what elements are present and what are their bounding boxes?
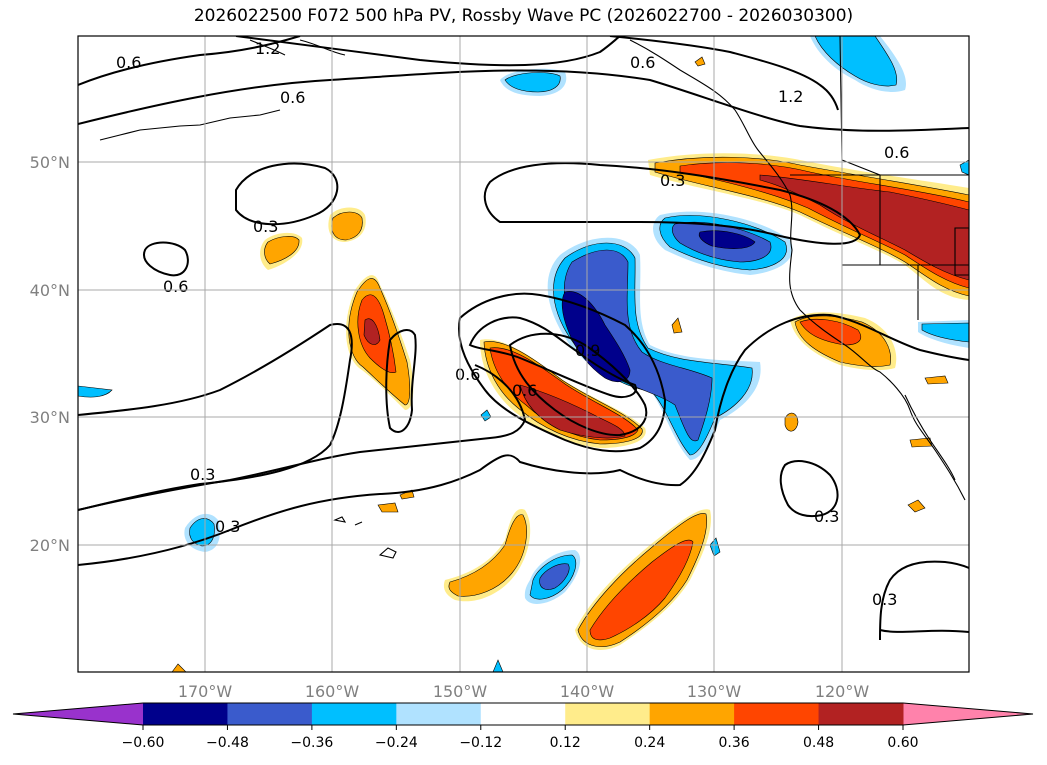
coastline-layer [99, 36, 969, 559]
lat-tick-label: 40°N [30, 281, 70, 300]
map-frame [77, 35, 970, 673]
colorbar-label: −0.48 [206, 735, 249, 751]
colorbar-segment [734, 703, 820, 725]
colorbar: −0.60 −0.48 −0.36 −0.24 −0.12 0.12 0.24 0.36 0.4… [12, 702, 1034, 751]
colorbar-label: 0.36 [719, 735, 750, 751]
longitude-ticks: 170°W 160°W 150°W 140°W 130°W 120°W [178, 682, 870, 701]
lat-tick-label: 30°N [30, 408, 70, 427]
contour-label: 0.6 [280, 88, 305, 107]
contour-label: 0.3 [215, 517, 240, 536]
colorbar-segment [396, 703, 482, 725]
lon-tick-label: 140°W [560, 682, 615, 701]
lon-tick-label: 120°W [815, 682, 870, 701]
shaded-anomaly-layer [78, 36, 969, 672]
contour-label: 0.3 [190, 465, 215, 484]
colorbar-segment [818, 703, 904, 725]
colorbar-label: 0.12 [550, 735, 581, 751]
gridlines [78, 36, 969, 672]
contour-label: 0.6 [512, 381, 537, 400]
colorbar-segment [143, 703, 228, 725]
contour-labels: 0.6 1.2 0.6 1.2 0.6 0.3 0.6 0.3 0.6 0.9 … [116, 39, 909, 609]
colorbar-extend-low [13, 703, 143, 725]
lon-tick-label: 150°W [433, 682, 488, 701]
map-title: 2026022500 F072 500 hPa PV, Rossby Wave … [193, 6, 854, 26]
colorbar-segment [649, 703, 735, 725]
contour-label: 1.2 [255, 39, 280, 58]
colorbar-label: −0.60 [122, 735, 165, 751]
contour-label: 0.6 [884, 143, 909, 162]
colorbar-segment [565, 703, 651, 725]
lat-tick-label: 20°N [30, 536, 70, 555]
contour-label: 0.3 [253, 217, 278, 236]
colorbar-label: −0.36 [290, 735, 333, 751]
contour-label: 0.6 [163, 277, 188, 296]
contour-label: 0.6 [116, 53, 141, 72]
contour-label: 1.2 [778, 87, 803, 106]
lat-tick-label: 50°N [30, 153, 70, 172]
contour-label: 0.6 [630, 53, 655, 72]
contour-label: 0.6 [455, 365, 480, 384]
colorbar-segment [480, 703, 566, 725]
lon-tick-label: 130°W [687, 682, 742, 701]
colorbar-outline [12, 702, 1034, 726]
lon-tick-label: 160°W [305, 682, 360, 701]
contour-label: 0.3 [660, 171, 685, 190]
contour-label: 0.9 [575, 341, 600, 360]
contour-label: 0.3 [814, 507, 839, 526]
colorbar-label: 0.48 [803, 735, 834, 751]
colorbar-label: −0.24 [375, 735, 418, 751]
contour-label: 0.3 [872, 590, 897, 609]
colorbar-label: 0.24 [634, 735, 665, 751]
colorbar-segment [311, 703, 397, 725]
colorbar-extend-high [903, 703, 1033, 725]
colorbar-segment [227, 703, 313, 725]
lon-tick-label: 170°W [178, 682, 233, 701]
colorbar-label: 0.60 [887, 735, 918, 751]
colorbar-label: −0.12 [459, 735, 502, 751]
contour-layer [78, 36, 969, 641]
latitude-ticks: 50°N 40°N 30°N 20°N [30, 153, 70, 555]
